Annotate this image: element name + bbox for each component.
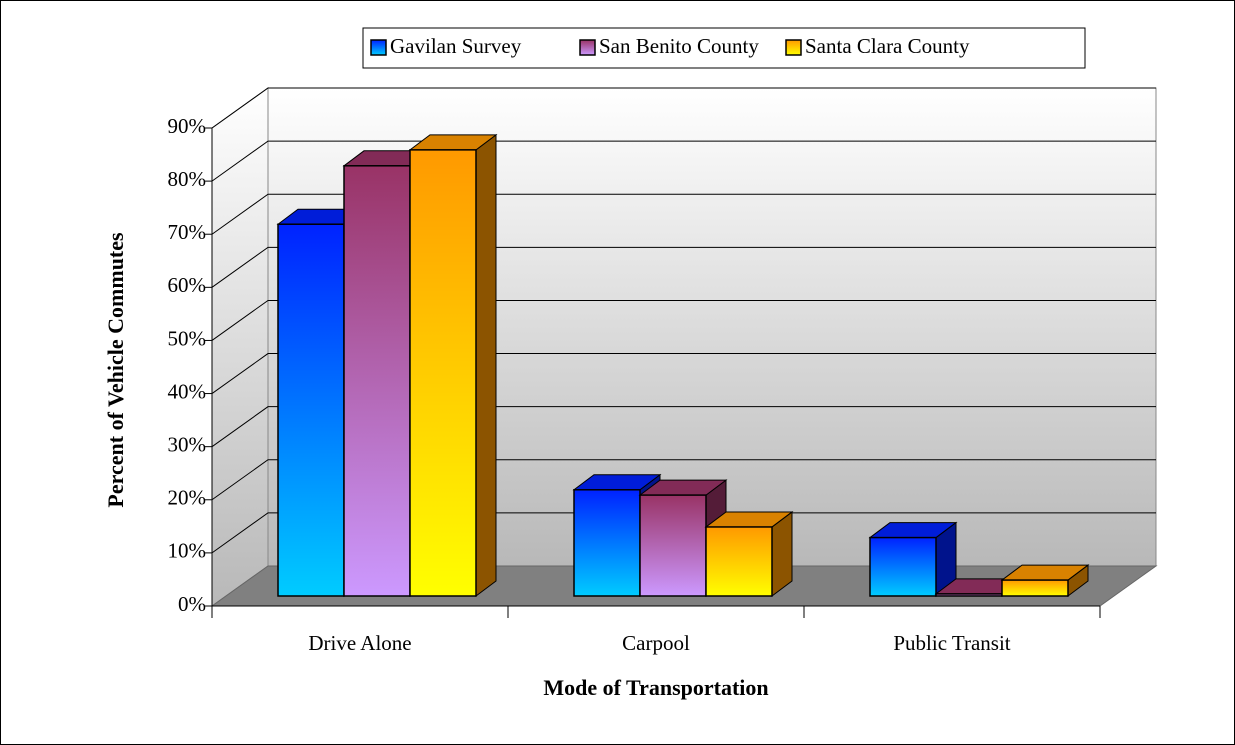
bar [573,489,641,597]
bar [343,165,411,597]
grid-line [211,459,1156,501]
x-tick-label: Drive Alone [308,631,411,655]
bar [277,223,345,597]
y-tick-label: 60% [168,273,207,297]
legend [362,27,1086,69]
y-tick-label: 20% [168,486,207,510]
y-axis-title: Percent of Vehicle Commutes [103,232,128,508]
legend-label: Gavilan Survey [390,34,522,58]
y-tick-label: 90% [168,114,207,138]
x-tick-label: Carpool [622,631,690,655]
bar [1001,579,1069,597]
grid-line [211,193,1156,235]
legend-label: San Benito County [599,34,759,58]
bar [869,536,937,597]
grid-line [211,87,1156,129]
legend-swatch [370,39,387,56]
legend-swatch [579,39,596,56]
bar-side [475,133,497,597]
bar [935,593,1003,597]
grid-line [211,353,1156,394]
side-wall [211,87,269,607]
bar [705,526,773,597]
grid-line [211,406,1156,448]
plot-area: 0% 10% 20% 30% 40% 50% 60% 70% 80% 90% Drive Alone… [168,87,1158,655]
y-tick-label: 80% [168,167,207,191]
grid-line [211,140,1156,182]
grid-line [211,512,1156,554]
y-tick-label: 0% [178,592,206,616]
legend-label: Santa Clara County [805,34,970,58]
x-axis-title: Mode of Transportation [543,675,768,700]
y-tick-label: 50% [168,326,207,350]
bar [639,494,707,597]
y-tick-label: 30% [168,432,207,456]
bar [409,149,477,597]
grid-line [211,299,1156,341]
y-tick-label: 40% [168,379,207,403]
y-tick-label: 70% [168,220,207,244]
y-tick-label: 10% [168,539,207,563]
grid-line [211,246,1156,288]
legend-swatch [785,39,802,56]
x-tick-label: Public Transit [893,631,1010,655]
